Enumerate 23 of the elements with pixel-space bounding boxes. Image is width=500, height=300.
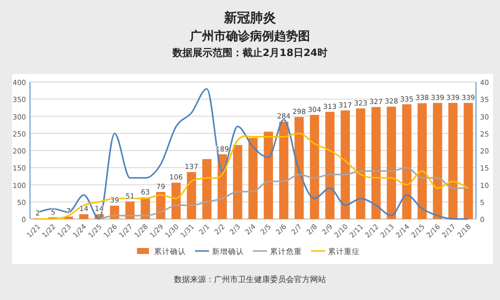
bar [356, 108, 366, 219]
bar [202, 159, 212, 219]
bar [340, 110, 350, 219]
bar [279, 122, 288, 219]
bar [264, 132, 273, 219]
bar [248, 138, 258, 219]
bar [79, 214, 88, 219]
text: 数据展示范围：截止2月18日24时 [172, 47, 328, 59]
bar [371, 107, 381, 219]
bar [294, 116, 304, 219]
chart-title: 新冠肺炎 [223, 10, 276, 26]
bar [432, 102, 442, 219]
bar [464, 102, 473, 219]
bar [448, 102, 458, 219]
bar [418, 103, 427, 219]
chart-subtitle: 广州市确诊病例趋势图 [189, 29, 310, 43]
bar [386, 106, 396, 219]
bar [325, 112, 335, 219]
bar [310, 114, 320, 219]
bar [233, 145, 242, 219]
bar [186, 172, 196, 219]
bar [402, 104, 412, 219]
source-note: 数据来源：广州市卫生健康委员会官方网站 [174, 275, 326, 284]
